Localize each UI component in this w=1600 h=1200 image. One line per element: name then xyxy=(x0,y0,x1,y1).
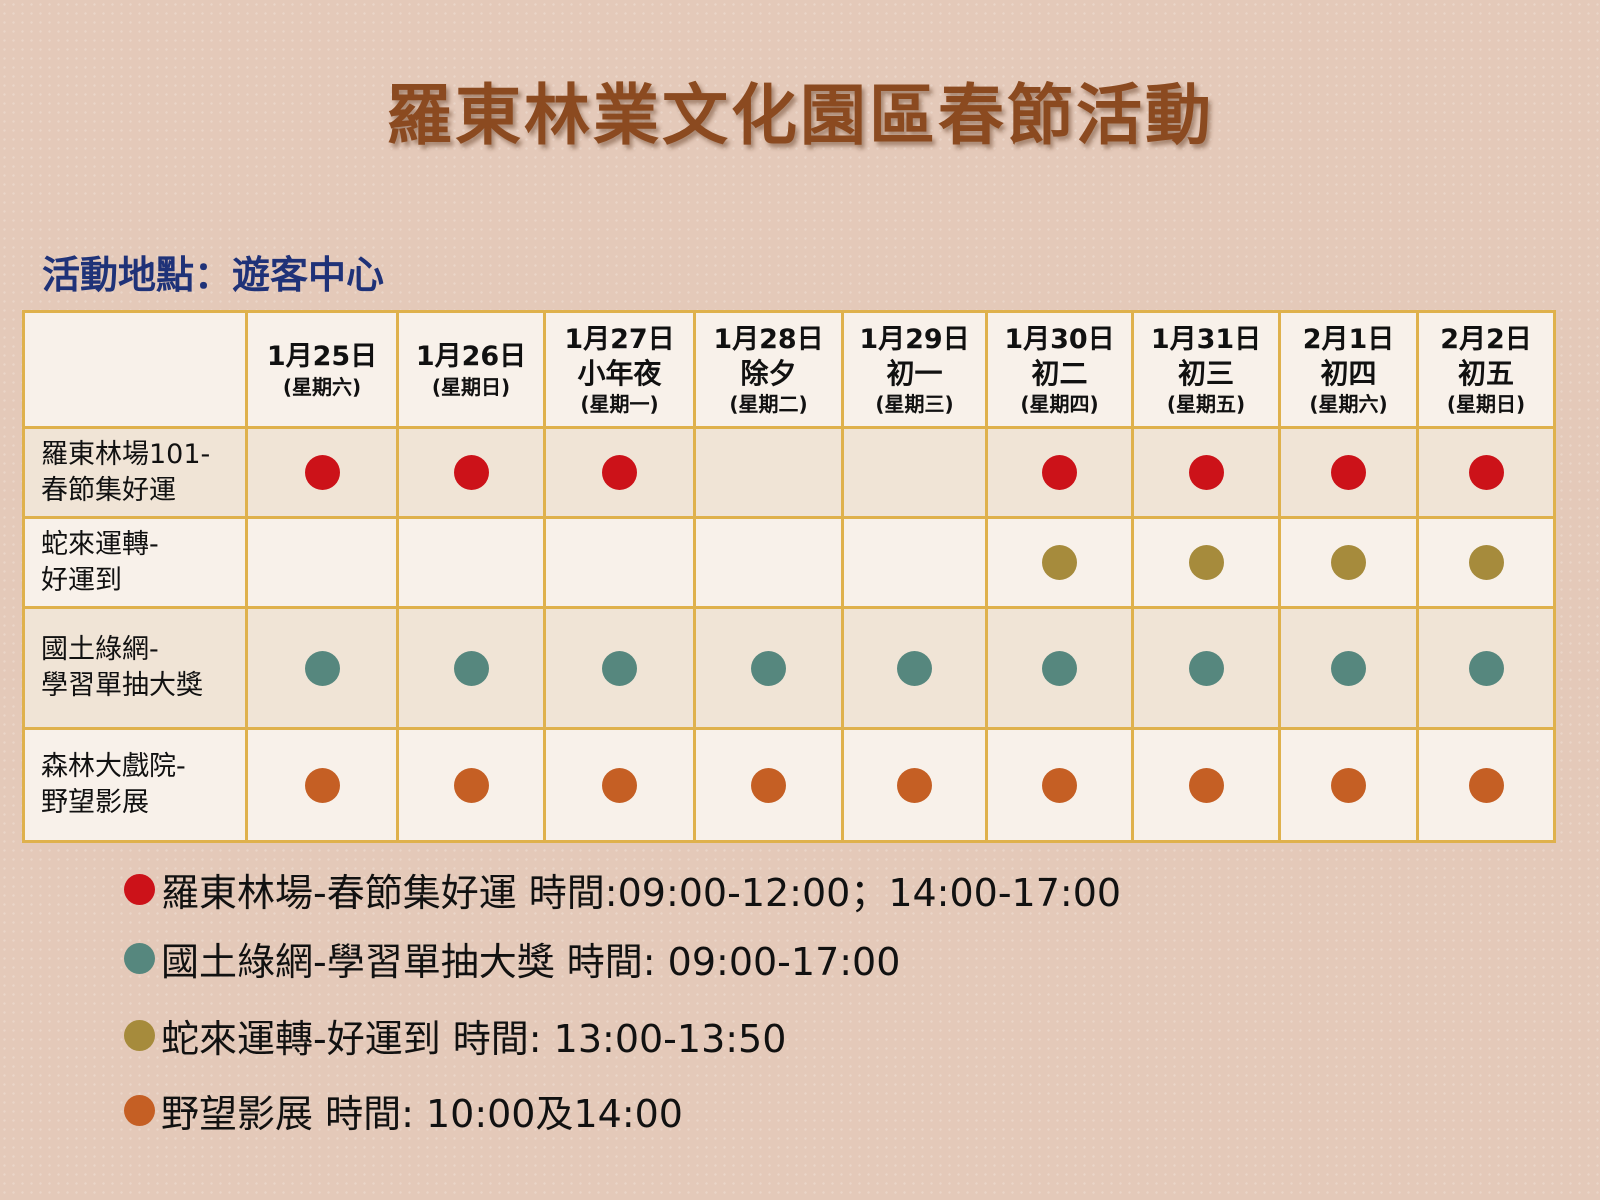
day-header: 1月30日 初二 (星期四) xyxy=(985,310,1134,429)
schedule-cell xyxy=(841,426,988,519)
schedule-cell xyxy=(985,516,1134,609)
activity-dot xyxy=(897,650,932,686)
schedule-cell xyxy=(1131,426,1281,519)
schedule-cell xyxy=(1416,606,1556,730)
activity-dot xyxy=(1042,545,1077,580)
legend-text: 國土綠網-學習單抽大獎 時間: 09:00-17:00 xyxy=(161,940,901,984)
schedule-cell xyxy=(1131,727,1281,843)
legend-text: 蛇來運轉-好運到 時間: 13:00-13:50 xyxy=(161,1017,787,1061)
activity-dot xyxy=(453,455,489,490)
activity-dot xyxy=(453,650,489,686)
schedule-cell xyxy=(396,727,546,843)
header-row: 1月25日 (星期六) 1月26日 (星期日) 1月27日 小年夜 (星期一) 1月28… xyxy=(22,310,1556,429)
activity-dot xyxy=(1331,650,1366,686)
day-header: 1月29日 初一 (星期三) xyxy=(841,310,988,429)
activity-row: 國土綠網- 學習單抽大獎 xyxy=(22,606,1556,730)
legend-item: 國土綠網-學習單抽大獎 時間: 09:00-17:00 xyxy=(124,931,900,986)
schedule-cell xyxy=(1416,426,1556,519)
schedule-cell xyxy=(1278,426,1419,519)
activity-dot xyxy=(751,650,786,686)
page-title: 羅東林業文化園區春節活動 xyxy=(386,77,1214,154)
legend-item: 蛇來運轉-好運到 時間: 13:00-13:50 xyxy=(124,1008,786,1063)
schedule-cell xyxy=(1278,606,1419,730)
day-header: 2月2日 初五 (星期日) xyxy=(1416,310,1556,429)
activity-dot xyxy=(602,767,637,803)
schedule-cell xyxy=(841,606,988,730)
schedule-cell xyxy=(396,516,546,609)
activity-dot xyxy=(1042,767,1077,803)
schedule-cell xyxy=(693,426,844,519)
activity-row: 羅東林場101- 春節集好運 xyxy=(22,426,1556,519)
legend-dot xyxy=(124,874,155,905)
activity-dot xyxy=(1042,650,1077,686)
schedule-cell xyxy=(985,426,1134,519)
schedule-cell xyxy=(1278,516,1419,609)
activity-row: 森林大戲院- 野望影展 xyxy=(22,727,1556,843)
activity-dot xyxy=(1331,767,1366,803)
header-corner-cell xyxy=(22,310,248,429)
day-header: 1月25日 (星期六) xyxy=(245,310,399,429)
activity-row: 蛇來運轉- 好運到 xyxy=(22,516,1556,609)
activity-dot xyxy=(304,767,340,803)
legend-text: 野望影展 時間: 10:00及14:00 xyxy=(161,1092,683,1136)
schedule-cell xyxy=(543,516,696,609)
activity-dot xyxy=(1468,545,1504,580)
activity-dot xyxy=(1331,545,1366,580)
schedule-cell xyxy=(985,727,1134,843)
schedule-cell xyxy=(245,426,399,519)
legend-text: 羅東林場-春節集好運 時間:09:00-12:00；14:00-17:00 xyxy=(161,871,1122,915)
schedule-cell xyxy=(1416,727,1556,843)
schedule-cell xyxy=(245,606,399,730)
schedule-cell xyxy=(1131,516,1281,609)
schedule-cell xyxy=(1416,516,1556,609)
activity-name: 森林大戲院- 野望影展 xyxy=(22,727,248,843)
activity-dot xyxy=(751,767,786,803)
schedule-cell xyxy=(543,426,696,519)
location-label: 活動地點：遊客中心 xyxy=(42,253,385,297)
activity-dot xyxy=(1468,767,1504,803)
activity-dot xyxy=(1188,650,1224,686)
activity-name: 國土綠網- 學習單抽大獎 xyxy=(22,606,248,730)
schedule-cell xyxy=(543,606,696,730)
activity-name: 羅東林場101- 春節集好運 xyxy=(22,426,248,519)
day-header: 1月28日 除夕 (星期二) xyxy=(693,310,844,429)
activity-dot xyxy=(1042,455,1077,490)
legend-item: 羅東林場-春節集好運 時間:09:00-12:00；14:00-17:00 xyxy=(124,862,1121,917)
schedule-cell xyxy=(693,516,844,609)
schedule-cell xyxy=(693,606,844,730)
activity-dot xyxy=(1188,455,1224,490)
schedule-cell xyxy=(245,727,399,843)
activity-dot xyxy=(602,455,637,490)
legend-dot xyxy=(124,1095,155,1126)
day-header: 1月26日 (星期日) xyxy=(396,310,546,429)
schedule-cell xyxy=(985,606,1134,730)
legend-dot xyxy=(124,1020,155,1051)
activity-dot xyxy=(602,650,637,686)
activity-dot xyxy=(304,650,340,686)
legend-item: 野望影展 時間: 10:00及14:00 xyxy=(124,1083,683,1138)
schedule-table: 1月25日 (星期六) 1月26日 (星期日) 1月27日 小年夜 (星期一) 1月28… xyxy=(22,310,1556,843)
activity-dot xyxy=(1331,455,1366,490)
day-header: 2月1日 初四 (星期六) xyxy=(1278,310,1419,429)
schedule-cell xyxy=(1278,727,1419,843)
day-header: 1月27日 小年夜 (星期一) xyxy=(543,310,696,429)
activity-dot xyxy=(304,455,340,490)
activity-dot xyxy=(1468,455,1504,490)
legend-dot xyxy=(124,943,155,974)
schedule-cell xyxy=(841,727,988,843)
schedule-cell xyxy=(693,727,844,843)
schedule-cell xyxy=(1131,606,1281,730)
day-header: 1月31日 初三 (星期五) xyxy=(1131,310,1281,429)
schedule-cell xyxy=(396,606,546,730)
schedule-cell xyxy=(543,727,696,843)
activity-dot xyxy=(1188,767,1224,803)
activity-dot xyxy=(453,767,489,803)
schedule-cell xyxy=(396,426,546,519)
schedule-cell xyxy=(245,516,399,609)
activity-dot xyxy=(1468,650,1504,686)
activity-dot xyxy=(1188,545,1224,580)
activity-dot xyxy=(897,767,932,803)
activity-name: 蛇來運轉- 好運到 xyxy=(22,516,248,609)
schedule-cell xyxy=(841,516,988,609)
